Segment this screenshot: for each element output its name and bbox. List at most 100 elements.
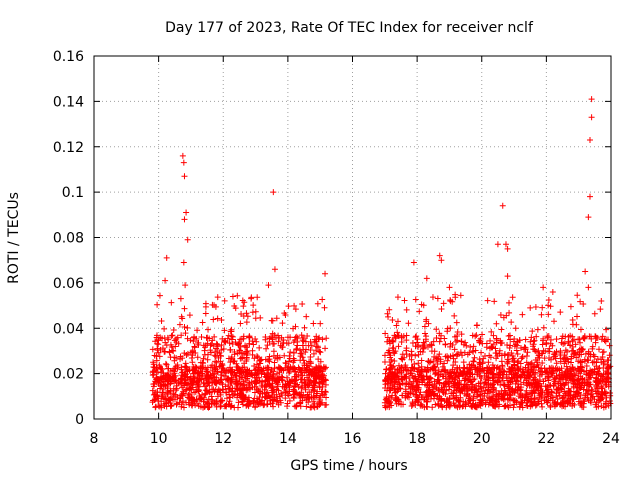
data-point [231, 358, 238, 365]
data-point [504, 356, 511, 363]
data-point [205, 396, 212, 403]
data-point [439, 388, 446, 395]
data-point [154, 345, 161, 352]
data-point [171, 337, 178, 344]
data-point [293, 345, 300, 352]
data-point [603, 326, 610, 333]
data-point [581, 382, 588, 389]
data-point [435, 377, 442, 384]
data-point [453, 403, 460, 410]
data-point [549, 342, 556, 349]
data-point [566, 342, 573, 349]
data-point [215, 354, 222, 361]
data-point [240, 303, 247, 310]
data-point [382, 370, 389, 377]
data-point [195, 403, 202, 410]
data-point [184, 236, 191, 243]
data-point [203, 366, 210, 373]
data-point [574, 384, 581, 391]
data-point [284, 403, 291, 410]
data-point [392, 389, 399, 396]
data-point [293, 402, 300, 409]
y-tick-label: 0.08 [53, 231, 84, 247]
data-point [422, 391, 429, 398]
data-point [574, 393, 581, 400]
data-point [545, 296, 552, 303]
data-point [478, 385, 485, 392]
data-point [464, 364, 471, 371]
data-point [308, 371, 315, 378]
data-point [270, 189, 277, 196]
data-point [499, 202, 506, 209]
data-point [502, 241, 509, 248]
data-point [417, 369, 424, 376]
data-point [503, 312, 510, 319]
data-point [175, 340, 182, 347]
data-point [464, 387, 471, 394]
data-point [317, 349, 324, 356]
data-point [557, 385, 564, 392]
data-point [274, 378, 281, 385]
data-point [310, 350, 317, 357]
data-point [557, 309, 564, 316]
data-point [582, 392, 589, 399]
data-point [304, 393, 311, 400]
data-point [539, 389, 546, 396]
data-point [463, 381, 470, 388]
data-point [216, 363, 223, 370]
data-point [155, 398, 162, 405]
data-point [163, 361, 170, 368]
data-point [245, 403, 252, 410]
data-point [600, 374, 607, 381]
data-point [585, 376, 592, 383]
data-point [180, 388, 187, 395]
data-point [204, 356, 211, 363]
data-point [602, 370, 609, 377]
data-point [322, 345, 329, 352]
data-point [149, 387, 156, 394]
data-point [542, 383, 549, 390]
data-point [307, 360, 314, 367]
data-point [444, 357, 451, 364]
data-point [573, 321, 580, 328]
data-point [202, 403, 209, 410]
data-point [529, 328, 536, 335]
data-point [169, 373, 176, 380]
data-point [407, 367, 414, 374]
data-point [168, 344, 175, 351]
data-point [267, 397, 274, 404]
data-point [501, 395, 508, 402]
data-point [315, 335, 322, 342]
data-point [598, 336, 605, 343]
data-point [249, 351, 256, 358]
data-point [165, 377, 172, 384]
data-point [466, 349, 473, 356]
data-point [552, 355, 559, 362]
data-point [437, 356, 444, 363]
data-point [212, 366, 219, 373]
data-point [214, 315, 221, 322]
data-point [398, 339, 405, 346]
data-point [226, 394, 233, 401]
data-point [258, 371, 265, 378]
data-point [540, 337, 547, 344]
data-point [295, 364, 302, 371]
data-point [422, 366, 429, 373]
data-point [214, 349, 221, 356]
data-point [241, 385, 248, 392]
data-point [200, 380, 207, 387]
data-point [496, 347, 503, 354]
data-point [512, 397, 519, 404]
data-point [323, 335, 330, 342]
data-point [229, 333, 236, 340]
data-point [504, 377, 511, 384]
data-point [498, 368, 505, 375]
data-point [229, 293, 236, 300]
data-point [530, 341, 537, 348]
data-point [450, 395, 457, 402]
data-point [196, 392, 203, 399]
data-point [262, 333, 269, 340]
data-point [587, 391, 594, 398]
data-point [420, 302, 427, 309]
data-point [531, 337, 538, 344]
